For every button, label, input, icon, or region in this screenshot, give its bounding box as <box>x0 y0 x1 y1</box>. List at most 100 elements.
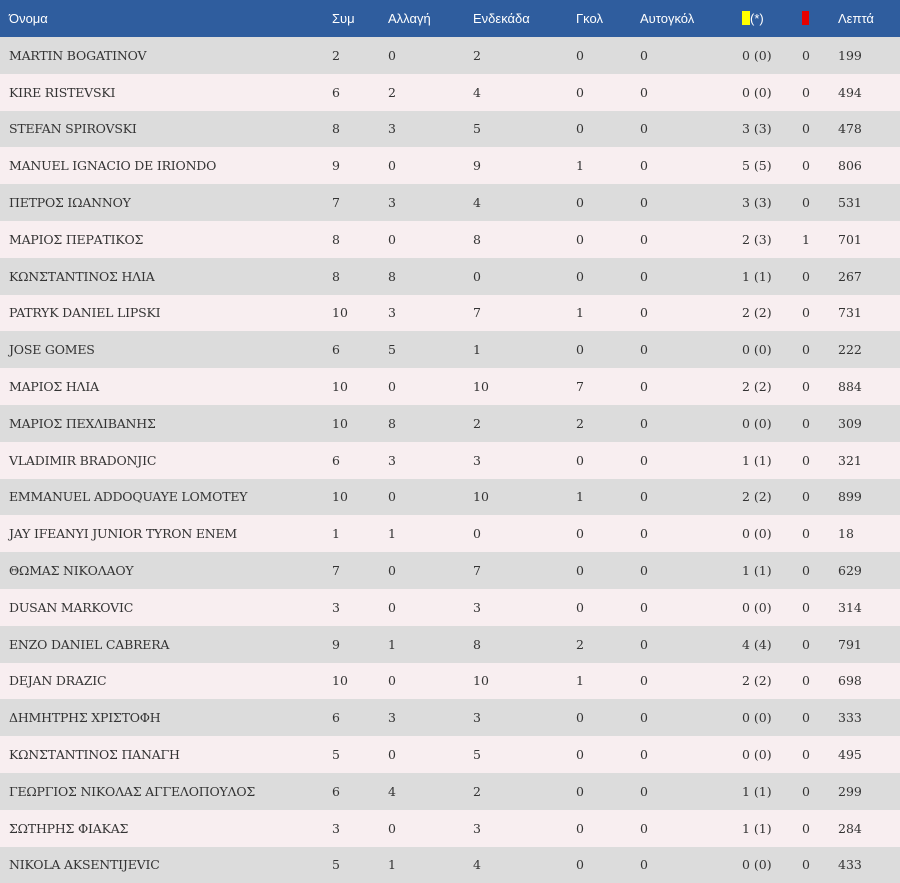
player-name-cell: ΜΑΡΙΟΣ ΗΛΙΑ <box>9 379 99 395</box>
yellow-cards-cell: 3 (3) <box>742 121 772 137</box>
own-goals-cell: 0 <box>640 526 648 542</box>
header-name[interactable]: Όνομα <box>9 11 48 26</box>
header-sub[interactable]: Αλλαγή <box>388 11 431 26</box>
substitutions-cell: 0 <box>388 158 396 174</box>
own-goals-cell: 0 <box>640 857 648 873</box>
red-cards-cell: 0 <box>802 379 810 395</box>
red-cards-cell: 0 <box>802 305 810 321</box>
goals-cell: 0 <box>576 710 584 726</box>
substitutions-cell: 0 <box>388 47 396 63</box>
player-name-cell: STEFAN SPIROVSKI <box>9 121 137 137</box>
yellow-cards-cell: 2 (2) <box>742 673 772 689</box>
table-row: DEJAN DRAZIC 10 0 10 1 0 2 (2) 0 698 <box>0 662 900 700</box>
goals-cell: 0 <box>576 857 584 873</box>
appearances-cell: 10 <box>332 415 348 431</box>
header-apps[interactable]: Συμ <box>332 11 355 26</box>
substitutions-cell: 3 <box>388 195 396 211</box>
minutes-cell: 531 <box>838 195 862 211</box>
header-goals[interactable]: Γκολ <box>576 11 603 26</box>
player-name-cell: MARTIN BOGATINOV <box>9 47 147 63</box>
player-name-cell: ΜΑΡΙΟΣ ΠΕΧΛΙΒΑΝΗΣ <box>9 415 156 431</box>
red-card-icon <box>802 11 809 25</box>
starting-eleven-cell: 2 <box>473 47 481 63</box>
red-cards-cell: 0 <box>802 489 810 505</box>
header-own-goals[interactable]: Αυτογκόλ <box>640 11 695 26</box>
substitutions-cell: 1 <box>388 526 396 542</box>
own-goals-cell: 0 <box>640 563 648 579</box>
header-starting[interactable]: Ενδεκάδα <box>473 11 530 26</box>
substitutions-cell: 8 <box>388 415 396 431</box>
substitutions-cell: 0 <box>388 673 396 689</box>
appearances-cell: 5 <box>332 747 340 763</box>
player-name-cell: ΣΩΤΗΡΗΣ ΦΙΑΚΑΣ <box>9 820 129 836</box>
red-cards-cell: 0 <box>802 84 810 100</box>
substitutions-cell: 1 <box>388 857 396 873</box>
starting-eleven-cell: 0 <box>473 526 481 542</box>
yellow-cards-cell: 0 (0) <box>742 415 772 431</box>
yellow-cards-cell: 1 (1) <box>742 820 772 836</box>
own-goals-cell: 0 <box>640 489 648 505</box>
substitutions-cell: 1 <box>388 636 396 652</box>
yellow-cards-cell: 0 (0) <box>742 747 772 763</box>
yellow-cards-cell: 1 (1) <box>742 452 772 468</box>
player-name-cell: DEJAN DRAZIC <box>9 673 107 689</box>
goals-cell: 0 <box>576 820 584 836</box>
yellow-card-icon <box>742 11 750 25</box>
own-goals-cell: 0 <box>640 599 648 615</box>
red-cards-cell: 0 <box>802 452 810 468</box>
starting-eleven-cell: 7 <box>473 305 481 321</box>
own-goals-cell: 0 <box>640 305 648 321</box>
substitutions-cell: 0 <box>388 379 396 395</box>
minutes-cell: 478 <box>838 121 862 137</box>
starting-eleven-cell: 3 <box>473 452 481 468</box>
player-name-cell: JAY IFEANYI JUNIOR TYRON ENEM <box>9 526 238 542</box>
header-yellow-suffix: (*) <box>750 11 764 26</box>
table-row: ΘΩΜΑΣ ΝΙΚΟΛΑΟΥ 7 0 7 0 0 1 (1) 0 629 <box>0 552 900 589</box>
goals-cell: 1 <box>576 489 584 505</box>
yellow-cards-cell: 2 (2) <box>742 305 772 321</box>
goals-cell: 0 <box>576 342 584 358</box>
substitutions-cell: 3 <box>388 452 396 468</box>
table-row: ΣΩΤΗΡΗΣ ΦΙΑΚΑΣ 3 0 3 0 0 1 (1) 0 284 <box>0 809 900 847</box>
minutes-cell: 309 <box>838 415 862 431</box>
table-row: EMMANUEL ADDOQUAYE LOMOTEY 10 0 10 1 0 2 (2) 0 8… <box>0 478 900 516</box>
minutes-cell: 899 <box>838 489 862 505</box>
appearances-cell: 6 <box>332 84 340 100</box>
appearances-cell: 3 <box>332 599 340 615</box>
player-name-cell: ENZO DANIEL CABRERA <box>9 636 170 652</box>
yellow-cards-cell: 0 (0) <box>742 710 772 726</box>
starting-eleven-cell: 7 <box>473 563 481 579</box>
starting-eleven-cell: 8 <box>473 231 481 247</box>
minutes-cell: 321 <box>838 452 862 468</box>
red-cards-cell: 0 <box>802 268 810 284</box>
red-cards-cell: 0 <box>802 857 810 873</box>
appearances-cell: 6 <box>332 710 340 726</box>
table-row: PATRYK DANIEL LIPSKI 10 3 7 1 0 2 (2) 0 731 <box>0 294 900 332</box>
minutes-cell: 629 <box>838 563 862 579</box>
own-goals-cell: 0 <box>640 195 648 211</box>
starting-eleven-cell: 4 <box>473 84 481 100</box>
header-red-cards[interactable] <box>802 0 838 37</box>
yellow-cards-cell: 1 (1) <box>742 563 772 579</box>
starting-eleven-cell: 3 <box>473 599 481 615</box>
player-name-cell: ΘΩΜΑΣ ΝΙΚΟΛΑΟΥ <box>9 563 134 579</box>
goals-cell: 1 <box>576 673 584 689</box>
minutes-cell: 333 <box>838 710 862 726</box>
appearances-cell: 6 <box>332 783 340 799</box>
goals-cell: 0 <box>576 599 584 615</box>
appearances-cell: 5 <box>332 857 340 873</box>
own-goals-cell: 0 <box>640 268 648 284</box>
starting-eleven-cell: 10 <box>473 489 489 505</box>
minutes-cell: 199 <box>838 47 862 63</box>
red-cards-cell: 0 <box>802 526 810 542</box>
header-minutes[interactable]: Λεπτά <box>838 11 874 26</box>
goals-cell: 2 <box>576 636 584 652</box>
table-row: JAY IFEANYI JUNIOR TYRON ENEM 1 1 0 0 0 0 (0) 0… <box>0 515 900 553</box>
goals-cell: 0 <box>576 47 584 63</box>
yellow-cards-cell: 0 (0) <box>742 342 772 358</box>
starting-eleven-cell: 3 <box>473 820 481 836</box>
player-name-cell: PATRYK DANIEL LIPSKI <box>9 305 161 321</box>
appearances-cell: 7 <box>332 563 340 579</box>
header-yellow-cards[interactable]: (*) <box>742 0 802 37</box>
